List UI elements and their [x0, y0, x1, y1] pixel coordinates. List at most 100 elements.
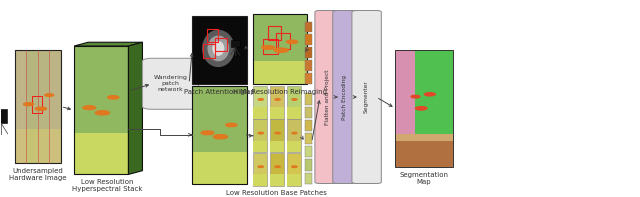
Circle shape [83, 106, 96, 110]
Circle shape [35, 107, 47, 110]
Ellipse shape [202, 30, 235, 67]
Bar [396, 141, 453, 167]
Bar [253, 61, 307, 84]
Bar [305, 73, 312, 84]
Circle shape [275, 132, 280, 134]
Text: Wandering
patch
network: Wandering patch network [154, 75, 188, 92]
Bar [192, 86, 246, 184]
Bar [270, 107, 284, 119]
Ellipse shape [207, 35, 229, 61]
Polygon shape [129, 42, 143, 174]
Bar [26, 50, 38, 163]
Bar [253, 141, 268, 152]
Text: Segmentation
Map: Segmentation Map [399, 172, 449, 185]
Circle shape [274, 48, 288, 52]
Bar [15, 50, 26, 163]
Bar [396, 50, 453, 167]
Bar [192, 16, 246, 84]
Bar [0, 109, 7, 124]
Bar [253, 14, 307, 84]
Bar [192, 86, 246, 184]
Bar [253, 119, 268, 152]
Circle shape [214, 135, 228, 139]
Bar [305, 107, 312, 118]
Bar [305, 146, 312, 157]
Bar [305, 60, 312, 71]
Text: High Resolution Reimaging: High Resolution Reimaging [233, 88, 327, 95]
Bar [207, 29, 218, 42]
Bar [74, 46, 129, 174]
Bar [15, 50, 61, 163]
Bar [15, 50, 61, 163]
Circle shape [201, 131, 214, 135]
Bar [38, 50, 49, 163]
Text: Flatten and Project: Flatten and Project [324, 69, 330, 125]
Bar [305, 47, 312, 58]
Circle shape [258, 99, 263, 100]
Circle shape [258, 166, 263, 167]
Bar [32, 96, 42, 113]
Ellipse shape [212, 41, 224, 56]
Circle shape [45, 94, 54, 96]
Circle shape [262, 46, 275, 49]
Circle shape [258, 132, 263, 134]
Bar [305, 34, 312, 45]
Bar [49, 50, 61, 163]
Circle shape [424, 93, 435, 96]
Bar [270, 86, 284, 119]
Bar [270, 174, 284, 186]
Bar [305, 173, 312, 184]
Bar [15, 50, 61, 163]
Circle shape [292, 132, 297, 134]
Bar [230, 40, 239, 47]
Bar [253, 86, 268, 119]
Text: Low Resolution Base Patches: Low Resolution Base Patches [227, 190, 327, 196]
Bar [305, 93, 312, 105]
Bar [305, 133, 312, 144]
Bar [287, 153, 301, 186]
Text: Segmenter: Segmenter [364, 81, 369, 113]
FancyBboxPatch shape [333, 10, 357, 183]
Circle shape [286, 40, 298, 44]
Circle shape [415, 107, 427, 110]
Bar [253, 174, 268, 186]
Bar [305, 159, 312, 171]
Text: Low Resolution
Hyperspectral Stack: Low Resolution Hyperspectral Stack [72, 179, 143, 192]
Circle shape [95, 111, 109, 115]
FancyBboxPatch shape [352, 10, 381, 183]
FancyBboxPatch shape [315, 10, 339, 183]
Bar [262, 39, 278, 54]
Bar [268, 26, 281, 40]
Text: Patch Attention Map: Patch Attention Map [184, 88, 255, 95]
Bar [305, 21, 312, 33]
Bar [253, 14, 307, 84]
Bar [215, 38, 227, 51]
FancyBboxPatch shape [143, 58, 198, 109]
Bar [276, 33, 290, 49]
Bar [287, 119, 301, 152]
Circle shape [275, 99, 280, 100]
Bar [15, 129, 61, 163]
Bar [396, 50, 453, 134]
Bar [270, 153, 284, 186]
Text: Patch Encoding: Patch Encoding [342, 74, 348, 120]
Circle shape [292, 99, 297, 100]
Circle shape [226, 123, 237, 127]
Bar [203, 44, 215, 58]
Bar [270, 119, 284, 152]
Circle shape [411, 95, 420, 98]
Bar [192, 152, 246, 184]
Bar [396, 50, 415, 134]
Circle shape [24, 103, 33, 106]
Circle shape [275, 166, 280, 167]
Bar [74, 46, 129, 174]
Bar [253, 107, 268, 119]
Bar [270, 141, 284, 152]
Bar [253, 153, 268, 186]
Text: Undersampled
Hardware Image: Undersampled Hardware Image [9, 168, 67, 181]
Bar [305, 120, 312, 131]
Bar [287, 141, 301, 152]
Bar [74, 133, 129, 174]
Circle shape [292, 166, 297, 167]
Bar [396, 50, 453, 167]
